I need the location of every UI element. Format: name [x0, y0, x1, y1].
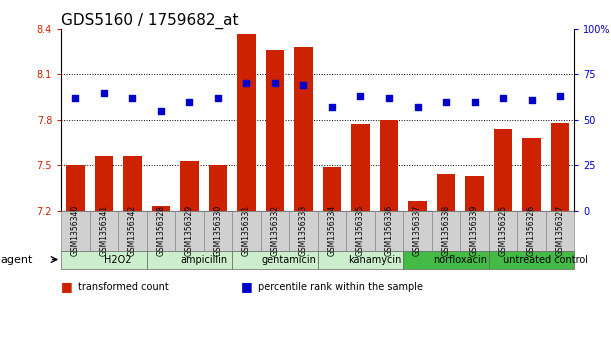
Bar: [432, 211, 460, 250]
Bar: [180, 160, 199, 211]
Bar: [147, 250, 232, 269]
Point: [441, 99, 451, 105]
Text: ■: ■: [61, 280, 73, 293]
Bar: [90, 211, 118, 250]
Bar: [494, 129, 512, 211]
Bar: [379, 120, 398, 211]
Point: [185, 99, 194, 105]
Bar: [232, 250, 318, 269]
Point: [527, 97, 536, 103]
Text: untreated control: untreated control: [503, 254, 588, 265]
Bar: [95, 156, 113, 211]
Text: GSM1356342: GSM1356342: [128, 205, 137, 256]
Text: GSM1356331: GSM1356331: [242, 205, 251, 256]
Bar: [123, 156, 142, 211]
Text: GSM1356332: GSM1356332: [271, 205, 279, 256]
Bar: [232, 211, 261, 250]
Bar: [522, 138, 541, 211]
Bar: [323, 167, 341, 211]
Bar: [318, 211, 346, 250]
Bar: [261, 211, 289, 250]
Bar: [403, 211, 432, 250]
Text: gentamicin: gentamicin: [262, 254, 316, 265]
Text: GSM1356337: GSM1356337: [413, 205, 422, 256]
Point: [412, 104, 422, 110]
Text: ■: ■: [241, 280, 252, 293]
Point: [470, 99, 480, 105]
Text: GSM1356327: GSM1356327: [555, 205, 565, 256]
Bar: [318, 250, 403, 269]
Text: GSM1356338: GSM1356338: [442, 205, 450, 256]
Text: transformed count: transformed count: [78, 282, 169, 291]
Bar: [66, 165, 84, 211]
Bar: [351, 125, 370, 211]
Bar: [518, 211, 546, 250]
Point: [70, 95, 80, 101]
Text: GSM1356330: GSM1356330: [213, 205, 222, 256]
Text: GSM1356336: GSM1356336: [384, 205, 393, 256]
Text: kanamycin: kanamycin: [348, 254, 401, 265]
Bar: [346, 211, 375, 250]
Text: GSM1356328: GSM1356328: [156, 205, 166, 256]
Text: GSM1356339: GSM1356339: [470, 205, 479, 256]
Text: GSM1356326: GSM1356326: [527, 205, 536, 256]
Bar: [152, 206, 170, 211]
Text: H2O2: H2O2: [104, 254, 132, 265]
Text: norfloxacin: norfloxacin: [433, 254, 488, 265]
Bar: [118, 211, 147, 250]
Point: [156, 108, 166, 114]
Bar: [466, 176, 484, 211]
Bar: [546, 211, 574, 250]
Text: GSM1356340: GSM1356340: [71, 205, 80, 256]
Bar: [437, 174, 455, 211]
Bar: [175, 211, 203, 250]
Point: [99, 90, 109, 95]
Bar: [147, 211, 175, 250]
Bar: [551, 123, 569, 211]
Point: [384, 95, 394, 101]
Text: percentile rank within the sample: percentile rank within the sample: [258, 282, 423, 291]
Text: GSM1356329: GSM1356329: [185, 205, 194, 256]
Text: GSM1356335: GSM1356335: [356, 205, 365, 256]
Text: GSM1356341: GSM1356341: [100, 205, 108, 256]
Bar: [408, 201, 426, 211]
Bar: [294, 47, 313, 211]
Point: [555, 93, 565, 99]
Text: GSM1356334: GSM1356334: [327, 205, 337, 256]
Bar: [237, 34, 255, 211]
Text: GDS5160 / 1759682_at: GDS5160 / 1759682_at: [61, 13, 239, 29]
Text: GSM1356333: GSM1356333: [299, 205, 308, 256]
Point: [213, 95, 223, 101]
Bar: [266, 50, 284, 211]
Point: [270, 81, 280, 86]
Bar: [489, 250, 574, 269]
Point: [498, 95, 508, 101]
Bar: [203, 211, 232, 250]
Point: [241, 81, 251, 86]
Point: [128, 95, 137, 101]
Bar: [289, 211, 318, 250]
Point: [327, 104, 337, 110]
Bar: [61, 250, 147, 269]
Text: GSM1356325: GSM1356325: [499, 205, 508, 256]
Point: [356, 93, 365, 99]
Bar: [375, 211, 403, 250]
Bar: [403, 250, 489, 269]
Bar: [208, 165, 227, 211]
Text: ampicillin: ampicillin: [180, 254, 227, 265]
Text: agent: agent: [0, 254, 32, 265]
Point: [299, 82, 309, 88]
Bar: [61, 211, 90, 250]
Bar: [489, 211, 518, 250]
Bar: [460, 211, 489, 250]
